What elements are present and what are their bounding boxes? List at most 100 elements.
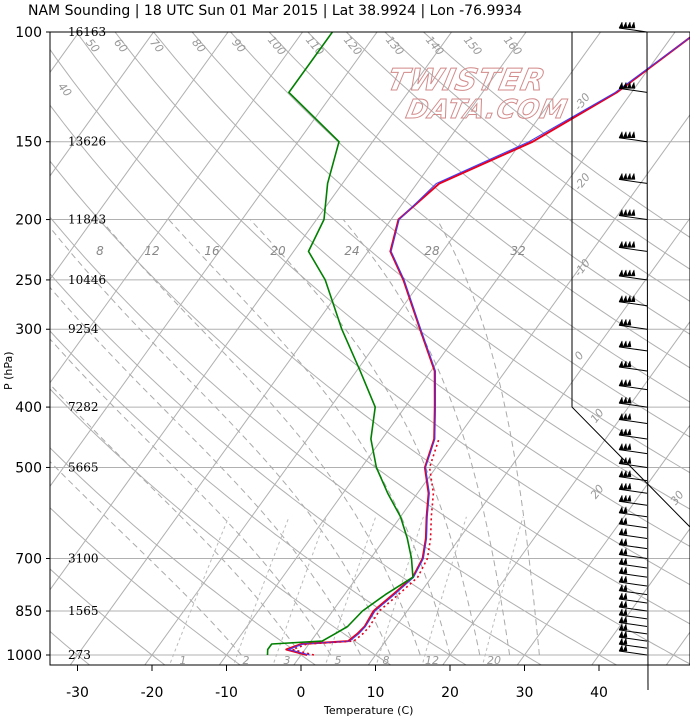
barb-flag (619, 616, 623, 622)
barb-flag (623, 576, 627, 582)
barb-flag (623, 483, 627, 489)
barb-flag (623, 495, 627, 501)
wind-barb (619, 576, 647, 586)
barb-flag (623, 270, 627, 276)
barb-flag (619, 270, 623, 276)
barb-shaft (619, 88, 647, 92)
height-label: 11843 (68, 213, 106, 227)
barb-flag (623, 380, 627, 386)
chart-title: NAM Sounding | 18 UTC Sun 01 Mar 2015 | … (28, 3, 522, 19)
barb-flag (619, 567, 623, 573)
barb-flag (619, 645, 623, 651)
barb-flag (627, 444, 631, 450)
barb-flag (627, 457, 631, 463)
barb-flag (619, 173, 623, 179)
isotherm-label: 0 (572, 349, 587, 363)
height-label: 5665 (68, 460, 99, 474)
pressure-tick-label: 1000 (6, 648, 42, 664)
dry-adiabat (0, 4, 396, 669)
pressure-tick-label: 150 (15, 135, 42, 151)
barb-flag (619, 341, 623, 347)
pressure-tick-label: 500 (15, 460, 42, 476)
dry-adiabat-label: 160 (501, 34, 524, 58)
barb-flag (619, 585, 623, 591)
pressure-tick-label: 100 (15, 25, 42, 41)
barb-shaft (619, 247, 647, 251)
pressure-tick-label: 400 (15, 400, 42, 416)
barb-flag (623, 471, 627, 477)
barb-flag (619, 457, 623, 463)
moist-adiabat-label: 32 (510, 244, 525, 258)
barb-flag (619, 444, 623, 450)
height-label: 13626 (68, 135, 106, 149)
barb-shaft (619, 347, 647, 351)
barb-shaft (619, 599, 647, 603)
barb-flag (619, 631, 623, 637)
barb-flag (619, 241, 623, 247)
wind-barb (619, 507, 647, 517)
wind-barb (619, 132, 647, 142)
barb-flag (619, 361, 623, 367)
wind-barb (619, 341, 647, 351)
barb-shaft (619, 450, 647, 454)
moist-adiabat (250, 220, 480, 656)
barb-flag (619, 601, 623, 607)
isotherm-line (0, 3, 398, 668)
plot-border (50, 32, 690, 665)
barb-flag (631, 132, 635, 138)
mixing-ratio-line (168, 517, 229, 668)
barb-flag (623, 296, 627, 302)
temperature-tick-label: 20 (441, 685, 459, 701)
temperature-tick-label: 30 (516, 685, 534, 701)
barb-shaft (619, 644, 647, 648)
barb-flag (631, 82, 635, 88)
barb-shaft (619, 367, 647, 371)
plot-box (50, 32, 690, 665)
dry-adiabat-label: 90 (229, 36, 248, 55)
height-label: 273 (68, 648, 91, 662)
temperature-tick-label: 10 (367, 685, 385, 701)
wind-barb (619, 241, 647, 251)
barb-shaft (619, 524, 647, 528)
wind-barb (619, 539, 647, 549)
isotherm-line (664, 3, 690, 668)
wind-barb (619, 319, 647, 329)
barb-flag (631, 173, 635, 179)
barb-flag (619, 132, 623, 138)
wind-barb (619, 495, 647, 505)
dry-adiabat-label: 80 (189, 36, 208, 55)
barb-flag (623, 548, 627, 554)
barb-flag (627, 397, 631, 403)
wind-barb (619, 548, 647, 558)
temperature-tick-label: 0 (297, 685, 306, 701)
moist-adiabat (343, 220, 509, 656)
barb-flag (623, 645, 627, 651)
barb-shaft (619, 28, 647, 32)
pressure-tick-label: 850 (15, 604, 42, 620)
dry-adiabat-label: 40 (55, 80, 74, 99)
barb-flag (619, 296, 623, 302)
watermark: TWISTER DATA.COM (384, 63, 570, 125)
barb-flag (623, 539, 627, 545)
barb-flag (631, 210, 635, 216)
wind-barb (619, 444, 647, 454)
barb-flag (623, 173, 627, 179)
barb-flag (627, 361, 631, 367)
wind-barb (619, 210, 647, 220)
isotherm-label: -10 (572, 257, 593, 279)
barb-flag (627, 296, 631, 302)
wind-barb (619, 528, 647, 538)
barb-shaft (619, 651, 647, 655)
moist-adiabat-label: 8 (96, 244, 104, 258)
barb-flag (623, 444, 627, 450)
dry-adiabat-label: 50 (83, 36, 102, 55)
barb-shaft (619, 463, 647, 467)
barb-flag (623, 22, 627, 28)
barb-shaft (619, 573, 647, 577)
pressure-tick-label: 200 (15, 213, 42, 229)
barb-shaft (619, 622, 647, 626)
moist-adiabat-label: 28 (424, 244, 440, 258)
barb-flag (627, 132, 631, 138)
isotherm-label: 30 (668, 488, 687, 507)
